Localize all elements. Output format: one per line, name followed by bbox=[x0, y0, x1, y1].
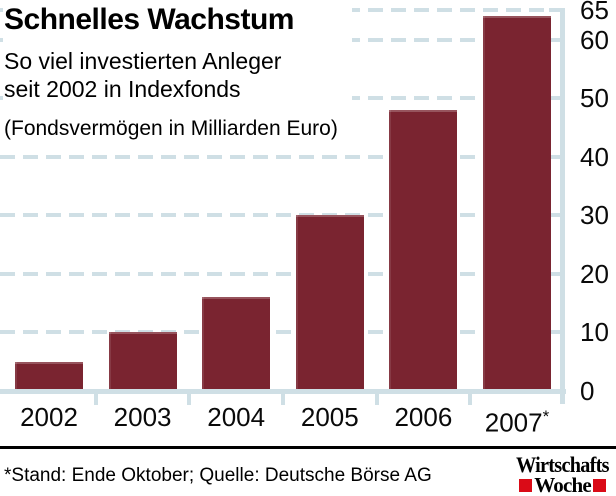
x-axis-label-2003: 2003 bbox=[113, 402, 172, 432]
logo-text-wirtschafts: Wirtschafts bbox=[516, 452, 609, 477]
chart-header: Schnelles Wachstum So viel investierten … bbox=[3, 0, 352, 149]
x-axis-separator-tick-1 bbox=[187, 394, 192, 405]
x-axis-separator-tick-3 bbox=[374, 394, 379, 405]
bar-2005 bbox=[295, 215, 364, 391]
y-axis-tick-65 bbox=[549, 8, 561, 13]
footer-divider bbox=[0, 446, 616, 449]
y-axis-label-65: 65 bbox=[580, 0, 609, 26]
bar-2006 bbox=[389, 109, 458, 391]
y-axis-label-10: 10 bbox=[580, 317, 609, 348]
y-axis-label-20: 20 bbox=[580, 258, 609, 289]
source-footnote: *Stand: Ende Oktober; Quelle: Deutsche B… bbox=[4, 465, 432, 486]
x-axis-separator-tick-2 bbox=[281, 394, 285, 405]
chart-subtitle: So viel investierten Anleger seit 2002 i… bbox=[4, 48, 282, 102]
logo-text-woche-row: Woche bbox=[512, 473, 613, 496]
x-axis-label-2005: 2005 bbox=[300, 402, 359, 432]
wirtschaftswoche-logo: Wirtschafts Woche bbox=[512, 452, 613, 496]
x-axis-label-2007: 2007* bbox=[484, 407, 550, 438]
logo-text-woche: Woche bbox=[534, 473, 591, 496]
logo-red-square-right-icon bbox=[592, 478, 606, 492]
chart-title: Schnelles Wachstum bbox=[4, 3, 294, 36]
bar-2003 bbox=[108, 332, 177, 391]
y-axis-tick-50 bbox=[549, 96, 561, 101]
bar-2007 bbox=[483, 16, 551, 391]
logo-red-square-left-icon bbox=[519, 478, 533, 492]
y-axis-tick-60 bbox=[549, 37, 561, 42]
x-axis-label-2002: 2002 bbox=[20, 402, 78, 432]
y-axis-tick-10 bbox=[549, 330, 561, 335]
x-axis-label-2004: 2004 bbox=[207, 402, 266, 432]
x-axis-label-2006: 2006 bbox=[394, 402, 453, 432]
bar-2004 bbox=[202, 297, 271, 391]
gridline-40 bbox=[0, 154, 560, 159]
y-axis-label-0: 0 bbox=[580, 376, 595, 406]
y-axis-label-30: 30 bbox=[580, 200, 609, 231]
y-axis-label-60: 60 bbox=[580, 24, 609, 55]
x-axis-separator-tick-4 bbox=[468, 394, 473, 405]
y-axis-label-40: 40 bbox=[580, 141, 609, 172]
gridline-30 bbox=[0, 213, 560, 218]
y-axis-line bbox=[560, 8, 565, 404]
y-axis-label-50: 50 bbox=[580, 83, 609, 114]
bar-2002 bbox=[15, 361, 83, 391]
gridline-10 bbox=[0, 330, 560, 335]
x-axis-baseline bbox=[0, 389, 566, 394]
y-axis-tick-20 bbox=[549, 271, 561, 276]
gridline-20 bbox=[0, 271, 560, 276]
x-axis-separator-tick-0 bbox=[93, 394, 98, 405]
y-axis-tick-30 bbox=[549, 213, 561, 218]
chart-unit-note: (Fondsvermögen in Milliarden Euro) bbox=[4, 117, 338, 140]
y-axis-tick-40 bbox=[549, 154, 561, 159]
